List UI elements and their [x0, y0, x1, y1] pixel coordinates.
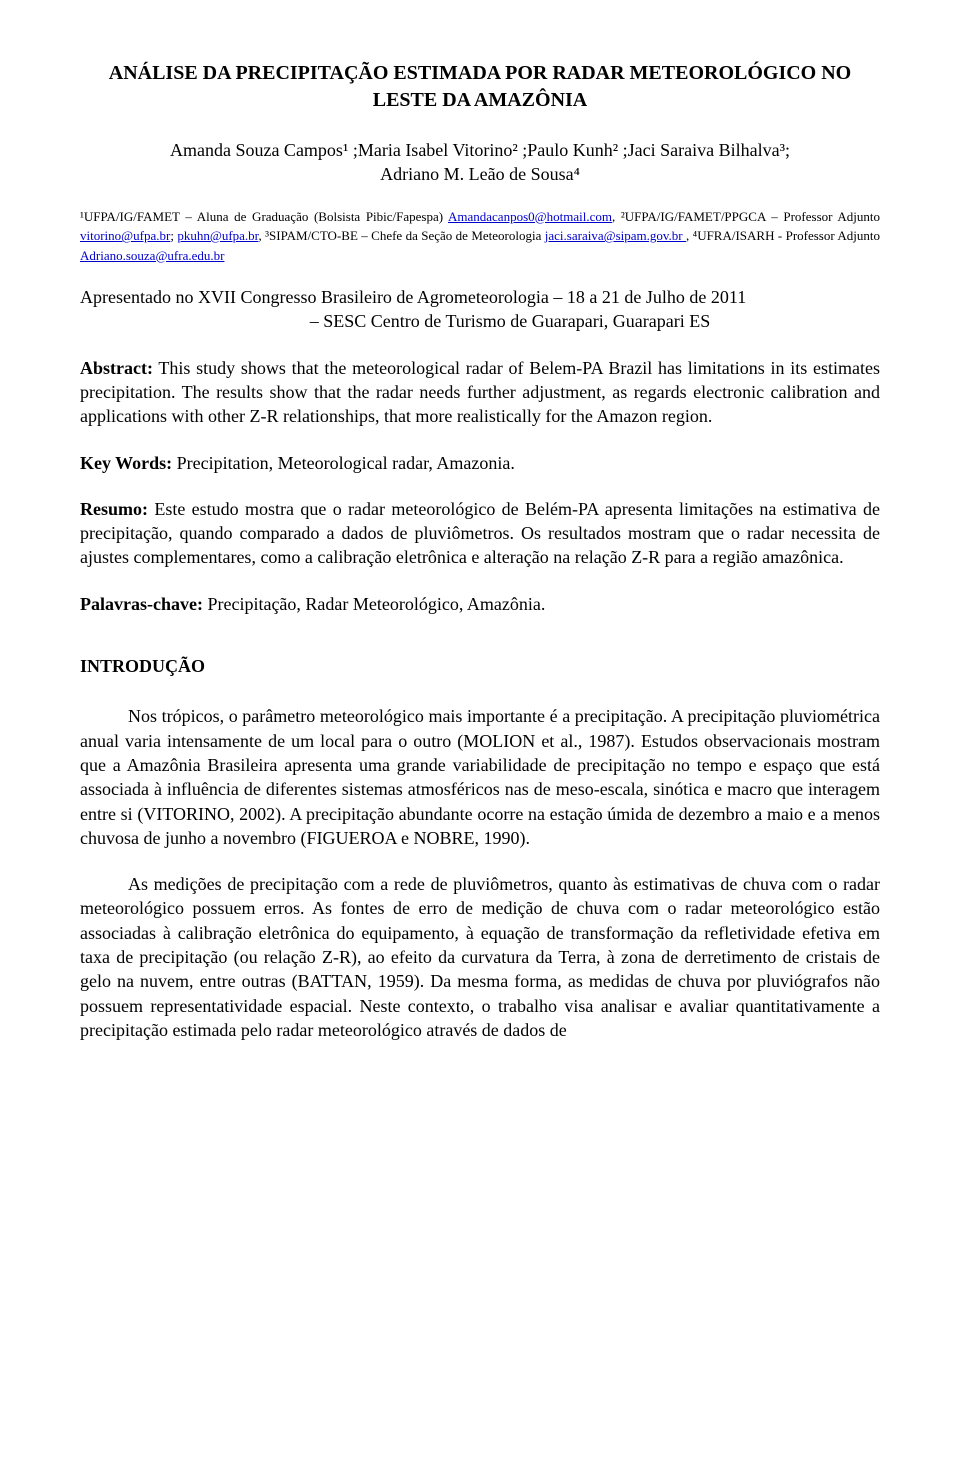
affiliation-1-text: ¹UFPA/IG/FAMET – Aluna de Graduação (Bol…: [80, 209, 448, 224]
affiliation-3-email-link[interactable]: jaci.saraiva@sipam.gov.br: [545, 228, 686, 243]
palavras-chave-label: Palavras-chave:: [80, 594, 203, 614]
affiliation-2-email-link-a[interactable]: vitorino@ufpa.br: [80, 228, 170, 243]
affiliations-block: ¹UFPA/IG/FAMET – Aluna de Graduação (Bol…: [80, 207, 880, 266]
resumo-label: Resumo:: [80, 499, 148, 519]
keywords-text: Precipitation, Meteorological radar, Ama…: [172, 453, 515, 473]
congress-line-2: – SESC Centro de Turismo de Guarapari, G…: [80, 309, 880, 333]
introduction-heading: INTRODUÇÃO: [80, 654, 880, 678]
keywords-label: Key Words:: [80, 453, 172, 473]
authors-line-1: Amanda Souza Campos¹ ;Maria Isabel Vitor…: [170, 140, 790, 160]
resumo-block: Resumo: Este estudo mostra que o radar m…: [80, 497, 880, 570]
intro-paragraph-1: Nos trópicos, o parâmetro meteorológico …: [80, 704, 880, 850]
congress-info: Apresentado no XVII Congresso Brasileiro…: [80, 285, 880, 334]
affiliation-3-text: , ³SIPAM/CTO-BE – Chefe da Seção de Mete…: [258, 228, 544, 243]
authors-line-2: Adriano M. Leão de Sousa⁴: [380, 164, 580, 184]
affiliation-2-email-link-b[interactable]: pkuhn@ufpa.br: [177, 228, 258, 243]
authors-block: Amanda Souza Campos¹ ;Maria Isabel Vitor…: [80, 138, 880, 187]
affiliation-1-email-link[interactable]: Amandacanpos0@hotmail.com: [448, 209, 612, 224]
palavras-chave-text: Precipitação, Radar Meteorológico, Amazô…: [203, 594, 545, 614]
intro-paragraph-2: As medições de precipitação com a rede d…: [80, 872, 880, 1042]
resumo-text: Este estudo mostra que o radar meteoroló…: [80, 499, 880, 568]
affiliation-2-text: , ²UFPA/IG/FAMET/PPGCA – Professor Adjun…: [612, 209, 880, 224]
affiliation-4-email-link[interactable]: Adriano.souza@ufra.edu.br: [80, 248, 224, 263]
congress-line-1: Apresentado no XVII Congresso Brasileiro…: [80, 285, 880, 309]
affiliation-4-text: , ⁴UFRA/ISARH - Professor Adjunto: [686, 228, 880, 243]
abstract-block: Abstract: This study shows that the mete…: [80, 356, 880, 429]
abstract-text: This study shows that the meteorological…: [80, 358, 880, 427]
abstract-label: Abstract:: [80, 358, 153, 378]
paper-title: ANÁLISE DA PRECIPITAÇÃO ESTIMADA POR RAD…: [80, 60, 880, 114]
palavras-chave-block: Palavras-chave: Precipitação, Radar Mete…: [80, 592, 880, 616]
keywords-block: Key Words: Precipitation, Meteorological…: [80, 451, 880, 475]
